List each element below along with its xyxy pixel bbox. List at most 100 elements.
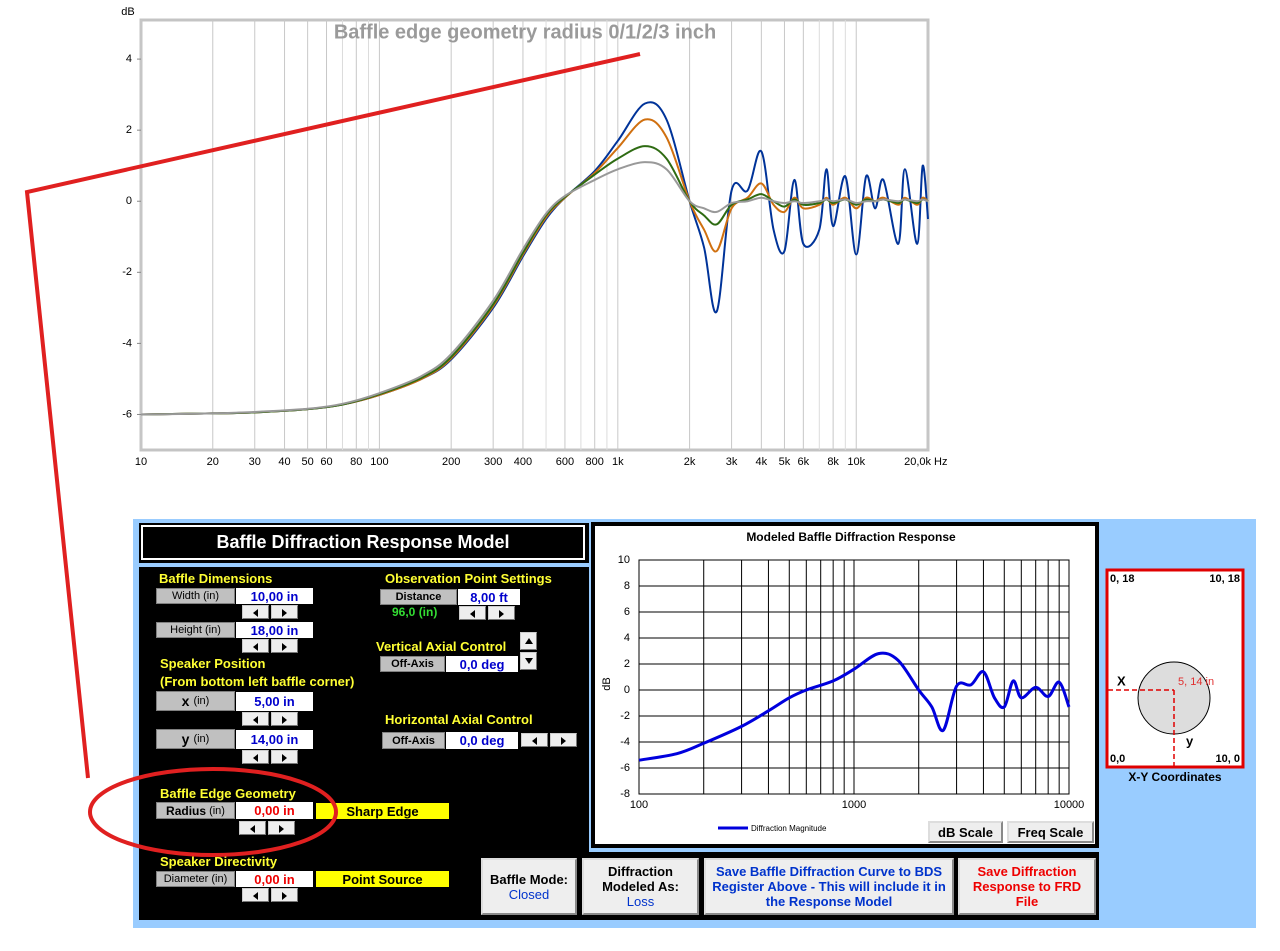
label-unit: (in) [209,804,225,817]
diameter-input[interactable]: 0,00 in [236,871,313,887]
increment[interactable] [271,712,298,726]
field-label: x (in) [156,691,235,711]
heading: Speaker Directivity [160,854,278,869]
chart-title: Baffle edge geometry radius 0/1/2/3 inch [334,21,716,43]
x-tick-label: 10k [847,456,865,468]
field-label: Width (in) [156,588,235,604]
decrement[interactable] [242,750,269,764]
x-tick-label: 20,0k [904,456,931,468]
field-label: Distance [380,589,457,605]
x-tick-label: 4k [756,456,768,468]
heading: Vertical Axial Control [376,639,507,654]
xy-diagram: 0, 18 10, 18 0,0 10, 0 X y 5, 14 in X-Y … [1105,568,1245,784]
button-value: Closed [508,886,550,902]
x-tick-label: 6k [798,456,810,468]
label-unit: (in) [193,733,210,745]
y-tick-label: -8 [620,788,630,800]
x-unit: Hz [934,456,947,468]
decrement[interactable] [242,605,269,619]
spinner[interactable] [242,888,298,902]
heading: Speaker Position [160,656,266,671]
x-tick-label: 100 [630,799,648,811]
button-label: Baffle Mode: [490,871,568,887]
spinner[interactable] [242,639,298,653]
db-scale-button[interactable]: dB Scale [928,821,1003,843]
spinner[interactable] [459,606,515,620]
increment[interactable] [520,632,537,650]
spinner[interactable] [521,733,577,747]
legend-label: Diffraction Magnitude [751,824,827,833]
y-marker: y [1186,733,1194,748]
button-label: Diffraction Modeled As: [602,864,679,894]
label-main: x [181,693,190,709]
field-label: Radius (in) [156,802,235,819]
heading: Horizontal Axial Control [385,712,533,727]
x-marker: X [1117,673,1126,688]
spinner[interactable] [242,605,298,619]
increment[interactable] [268,821,295,835]
corner-label: 0, 18 [1110,573,1134,585]
horizontal-input[interactable]: 0,0 deg [446,732,518,749]
decrement[interactable] [242,888,269,902]
x-input[interactable]: 5,00 in [236,692,313,711]
spinner[interactable] [242,750,298,764]
spinner[interactable] [242,712,298,726]
field-label: Off-Axis [382,732,445,749]
spinner[interactable] [239,821,295,835]
x-tick-label: 5k [779,456,791,468]
corner-label: 10, 18 [1209,573,1240,585]
x-tick-label: 8k [827,456,839,468]
corner-label: 10, 0 [1216,753,1240,765]
decrement[interactable] [520,652,537,670]
width-input[interactable]: 10,00 in [236,588,313,604]
baffle-mode-button[interactable]: Baffle Mode: Closed [481,858,577,915]
label-unit: (in) [193,695,210,707]
x-tick-label: 1000 [842,799,866,811]
decrement[interactable] [242,639,269,653]
increment[interactable] [550,733,577,747]
increment[interactable] [271,888,298,902]
field-label: Height (in) [156,622,235,638]
chart-title: Modeled Baffle Diffraction Response [746,530,956,544]
x-tick-label: 2k [684,456,696,468]
heading: Baffle Edge Geometry [160,786,296,801]
label-main: Radius [166,803,207,818]
edge-type: Sharp Edge [316,803,449,819]
save-frd-button[interactable]: Save Diffraction Response to FRD File [958,858,1096,915]
y-axis-label: dB [121,6,134,18]
button-value: Loss [626,894,655,909]
field-label: Diameter (in) [156,871,235,887]
height-input[interactable]: 18,00 in [236,622,313,638]
heading: Baffle Dimensions [159,571,273,586]
y-input[interactable]: 14,00 in [236,730,313,749]
xy-title: X-Y Coordinates [1128,770,1221,784]
corner-label: 0,0 [1110,753,1125,765]
source-type: Point Source [316,871,449,887]
spinner[interactable] [520,632,537,670]
decrement[interactable] [521,733,548,747]
increment[interactable] [271,639,298,653]
distance-inches: 96,0 (in) [392,605,438,619]
freq-scale-button[interactable]: Freq Scale [1007,821,1094,843]
series-line [638,651,1071,762]
modeled-as-button[interactable]: Diffraction Modeled As: Loss [582,858,699,915]
position-label: 5, 14 in [1178,676,1214,688]
x-tick-label: 10000 [1054,799,1085,811]
increment[interactable] [271,605,298,619]
label-main: y [181,731,190,747]
field-label: Off-Axis [380,656,445,672]
decrement[interactable] [239,821,266,835]
heading: Observation Point Settings [385,571,552,586]
x-tick-label: 3k [726,456,738,468]
decrement[interactable] [459,606,486,620]
increment[interactable] [271,750,298,764]
radius-input[interactable]: 0,00 in [236,802,313,819]
field-label: y (in) [156,729,235,749]
increment[interactable] [488,606,515,620]
decrement[interactable] [242,712,269,726]
save-bds-button[interactable]: Save Baffle Diffraction Curve to BDS Reg… [704,858,954,915]
distance-input[interactable]: 8,00 ft [458,589,520,605]
vertical-input[interactable]: 0,0 deg [446,656,518,672]
